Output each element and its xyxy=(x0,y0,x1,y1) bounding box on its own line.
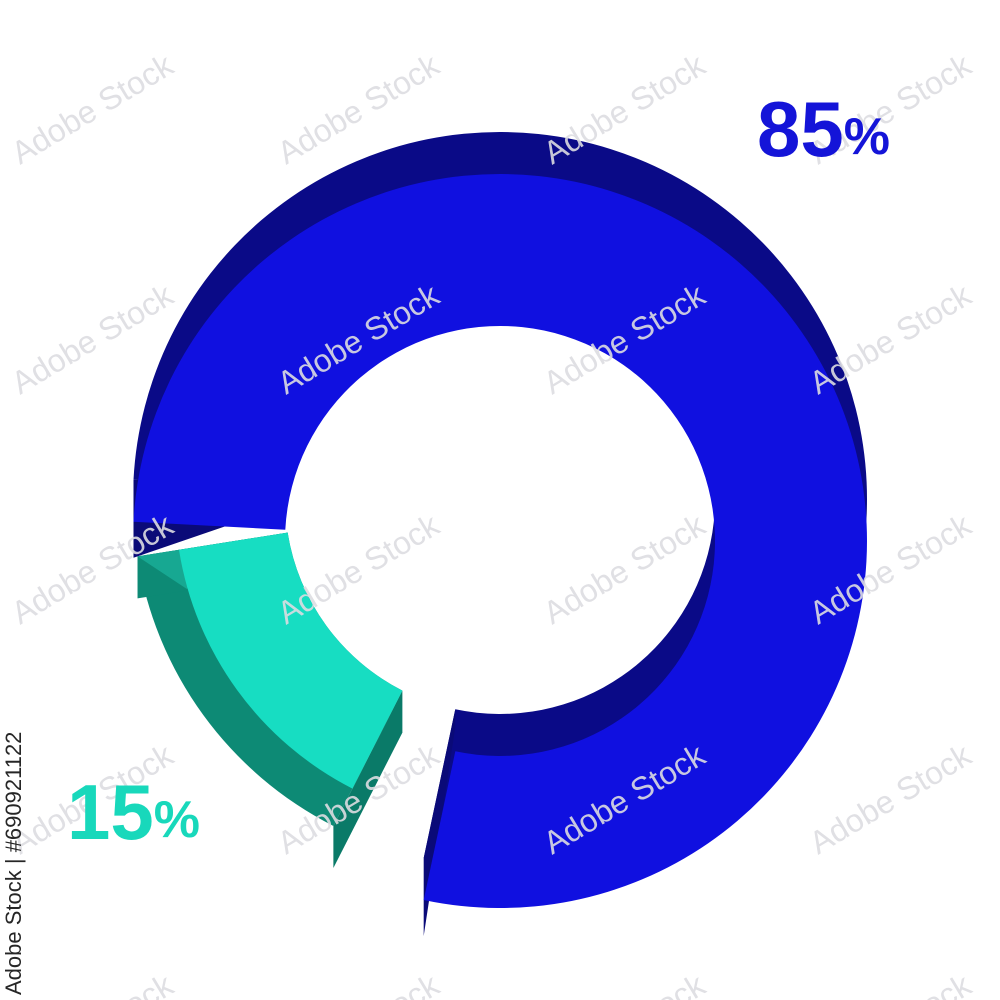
svg-text:Adobe Stock | #690921122: Adobe Stock | #690921122 xyxy=(1,732,26,995)
